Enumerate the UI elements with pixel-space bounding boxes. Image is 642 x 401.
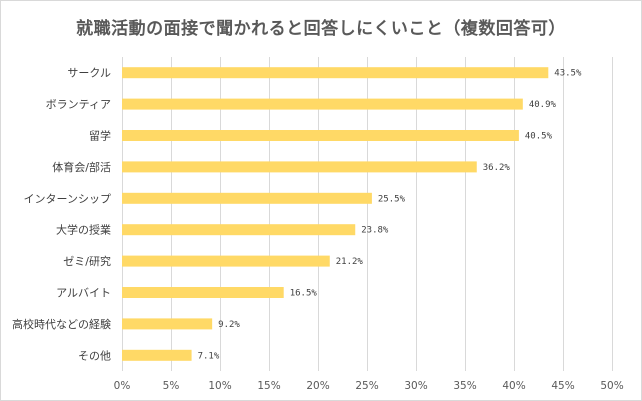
category-label: 体育会/部活: [52, 160, 111, 174]
bar: [122, 192, 372, 204]
bar: [122, 318, 213, 330]
category-label: 高校時代などの経験: [12, 317, 111, 331]
x-tick-label: 45%: [551, 380, 574, 392]
chart-title: 就職活動の面接で聞かれると回答しにくいこと（複数回答可）: [76, 19, 566, 39]
x-tick-label: 10%: [208, 380, 231, 392]
data-label: 40.9%: [529, 100, 557, 110]
data-label: 36.2%: [483, 163, 511, 173]
category-label: その他: [78, 349, 111, 362]
bar: [122, 130, 519, 141]
data-label: 23.8%: [361, 226, 389, 236]
x-tick-label: 30%: [404, 380, 427, 392]
data-label: 9.2%: [218, 320, 240, 330]
data-label: 16.5%: [290, 289, 318, 299]
x-tick-label: 20%: [306, 380, 329, 392]
data-label: 43.5%: [554, 69, 582, 79]
x-tick-label: 35%: [453, 380, 476, 392]
category-label: ゼミ/研究: [63, 254, 111, 268]
bar: [122, 224, 356, 236]
x-tick-label: 40%: [502, 380, 525, 392]
data-label: 7.1%: [198, 351, 220, 361]
bar: [122, 98, 523, 110]
bar: [122, 255, 330, 267]
x-tick-label: 0%: [114, 380, 131, 392]
x-tick-label: 50%: [600, 380, 623, 392]
category-label: サークル: [67, 67, 111, 80]
x-tick-label: 5%: [163, 380, 180, 392]
data-label: 40.5%: [525, 132, 553, 142]
category-label: ボランティア: [46, 98, 111, 111]
category-label: アルバイト: [56, 287, 111, 300]
category-label: 大学の授業: [56, 223, 111, 237]
category-label: 留学: [89, 129, 111, 143]
data-label: 25.5%: [378, 194, 406, 204]
bar: [122, 161, 477, 173]
bar: [122, 67, 549, 79]
x-tick-label: 25%: [355, 380, 378, 392]
data-label: 21.2%: [336, 257, 364, 267]
bar: [122, 287, 284, 298]
category-label: インターンシップ: [24, 192, 111, 205]
x-tick-label: 15%: [257, 380, 280, 392]
bar: [122, 349, 192, 361]
